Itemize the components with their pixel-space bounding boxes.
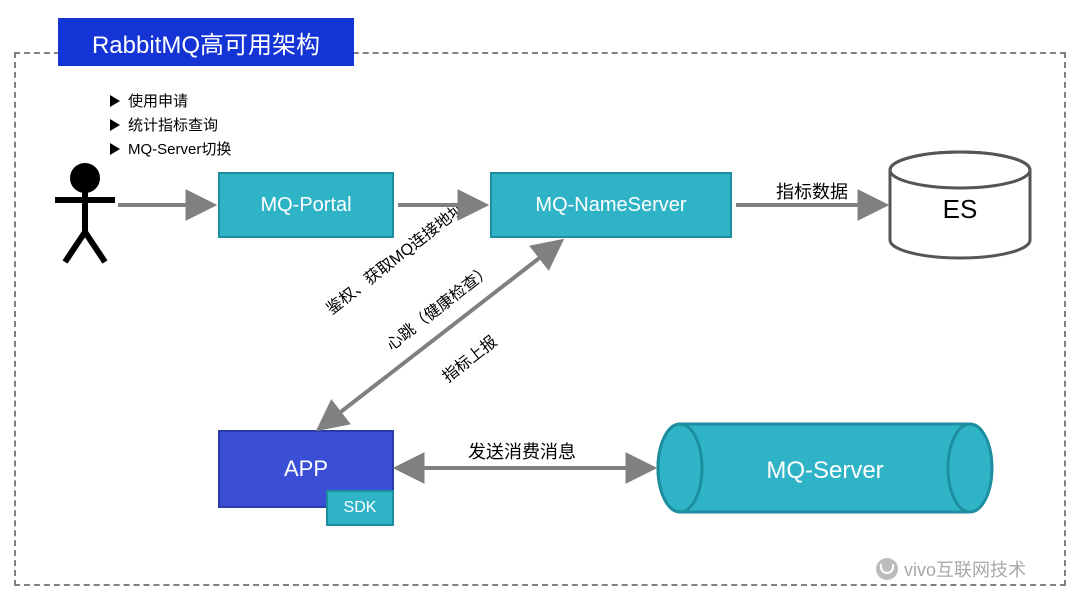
bullet-text: MQ-Server切换 [128, 138, 231, 159]
node-sdk: SDK [326, 490, 394, 526]
edge-label-text: 发送消费消息 [468, 442, 576, 462]
node-mq-nameserver: MQ-NameServer [490, 172, 732, 238]
edge-label-text: 指标数据 [776, 182, 848, 202]
triangle-icon [110, 143, 120, 155]
node-mq-portal: MQ-Portal [218, 172, 394, 238]
node-label: MQ-NameServer [535, 194, 686, 217]
watermark-text: vivo互联网技术 [904, 556, 1026, 582]
bullet-text: 使用申请 [128, 90, 188, 111]
watermark: vivo互联网技术 [876, 556, 1026, 582]
bullet-text: 统计指标查询 [128, 114, 218, 135]
diagram-title-text: RabbitMQ高可用架构 [92, 25, 320, 60]
node-label: SDK [344, 499, 377, 517]
triangle-icon [110, 95, 120, 107]
diagram-title: RabbitMQ高可用架构 [58, 18, 354, 66]
bullet-row-2: 统计指标查询 [110, 114, 218, 135]
triangle-icon [110, 119, 120, 131]
bullet-row-3: MQ-Server切换 [110, 138, 231, 159]
wechat-icon [876, 558, 898, 580]
node-label: MQ-Portal [260, 194, 351, 217]
node-label: APP [284, 456, 328, 482]
edge-label-send: 发送消费消息 [468, 438, 576, 464]
bullet-row-1: 使用申请 [110, 90, 188, 111]
edge-label-metrics: 指标数据 [776, 178, 848, 204]
